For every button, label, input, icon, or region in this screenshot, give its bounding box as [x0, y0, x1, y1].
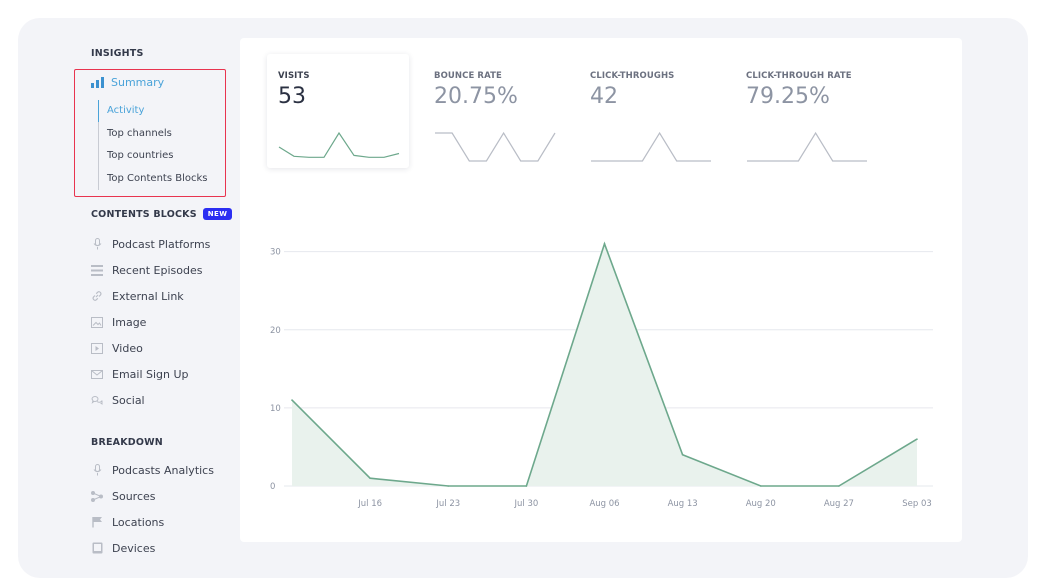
new-badge: NEW	[202, 208, 233, 220]
stat-value: 20.75%	[434, 84, 518, 109]
stat-title: CLICK-THROUGHS	[590, 71, 675, 81]
data-point	[447, 485, 450, 487]
stat-bounce-rate[interactable]: BOUNCE RATE 20.75%	[423, 54, 565, 168]
sidebar-item-top-countries[interactable]: Top countries	[107, 150, 174, 161]
sidebar-item-podcasts-analytics[interactable]: Podcasts Analytics	[91, 462, 214, 478]
sidebar-item-external-link[interactable]: External Link	[91, 288, 184, 304]
sidebar-item-label: Summary	[111, 75, 165, 89]
sidebar-item-label: Social	[112, 393, 145, 407]
sidebar-item-top-channels[interactable]: Top channels	[107, 127, 172, 139]
data-point	[916, 438, 918, 440]
image-icon	[91, 316, 103, 328]
app-frame: INSIGHTS Summary Activity Top channels T…	[18, 18, 1028, 578]
sidebar-item-recent-episodes[interactable]: Recent Episodes	[91, 262, 202, 278]
area-fill	[292, 243, 917, 486]
sidebar-item-email-sign-up[interactable]: Email Sign Up	[91, 366, 189, 382]
data-point	[759, 485, 762, 487]
contents-blocks-section-title: CONTENTS BLOCKS NEW	[91, 208, 233, 220]
sidebar: INSIGHTS Summary Activity Top channels T…	[18, 18, 258, 578]
highlight-box	[74, 69, 226, 197]
sparkline-bounce-rate	[435, 131, 556, 162]
x-tick-label: Aug 27	[824, 499, 854, 509]
sparkline-path	[747, 131, 867, 162]
sidebar-item-devices[interactable]: Devices	[91, 540, 155, 556]
data-point	[838, 485, 840, 487]
bar-chart-icon	[91, 76, 104, 88]
sidebar-item-summary[interactable]: Summary	[91, 74, 164, 90]
sidebar-item-sources[interactable]: Sources	[91, 488, 156, 504]
sidebar-item-label: Image	[112, 315, 147, 329]
sidebar-item-label: Recent Episodes	[112, 263, 203, 277]
sidebar-item-label: Devices	[112, 541, 156, 555]
stat-click-through-rate[interactable]: CLICK-THROUGH RATE 79.25%	[735, 54, 877, 168]
stat-title: CLICK-THROUGH RATE	[746, 71, 852, 81]
x-tick-label: Jul 30	[513, 499, 538, 509]
flag-icon	[91, 516, 103, 528]
sidebar-item-top-contents-blocks[interactable]: Top Contents Blocks	[107, 172, 208, 184]
mail-icon	[91, 368, 103, 380]
sparkline-click-throughs	[591, 131, 711, 162]
stat-value: 42	[590, 84, 618, 109]
microphone-icon	[91, 238, 103, 250]
data-point	[369, 477, 371, 479]
device-icon	[91, 542, 103, 554]
sparkline-click-through-rate	[747, 131, 867, 162]
sidebar-item-label: Podcasts Analytics	[112, 463, 214, 477]
y-tick-label: 30	[270, 248, 281, 258]
stat-value: 79.25%	[746, 84, 830, 109]
x-tick-label: Sep 03	[902, 499, 932, 509]
sources-icon	[91, 490, 103, 502]
data-point	[681, 453, 684, 456]
breakdown-section-title: BREAKDOWN	[91, 437, 163, 448]
sidebar-item-image[interactable]: Image	[91, 314, 146, 330]
stat-click-throughs[interactable]: CLICK-THROUGHS 42	[579, 54, 721, 168]
activity-chart: 0 10 20 30 Jul 16 Jul 23 Jul 30 Aug 06 Aug 13 Aug…	[270, 241, 933, 509]
sidebar-item-label: Email Sign Up	[112, 367, 189, 381]
sparkline-visits	[278, 131, 400, 158]
sidebar-item-label: External Link	[112, 289, 184, 303]
y-tick-label: 10	[270, 404, 281, 414]
sidebar-item-label: Sources	[112, 489, 156, 503]
sidebar-item-label: Podcast Platforms	[112, 237, 211, 251]
x-tick-label: Aug 20	[746, 499, 776, 509]
stat-value: 53	[278, 84, 306, 109]
sidebar-item-podcast-platforms[interactable]: Podcast Platforms	[91, 236, 210, 252]
x-tick-label: Aug 13	[668, 499, 698, 509]
sidebar-item-video[interactable]: Video	[91, 340, 143, 356]
insights-section-title: INSIGHTS	[91, 48, 144, 59]
x-tick-label: Jul 23	[435, 499, 460, 509]
sparkline-path	[278, 131, 400, 158]
stat-title: VISITS	[278, 71, 310, 81]
video-icon	[91, 342, 103, 354]
data-point	[291, 399, 293, 401]
link-icon	[91, 290, 103, 302]
stat-visits[interactable]: VISITS 53	[267, 54, 409, 168]
data-point	[525, 485, 528, 487]
sidebar-item-label: Locations	[112, 515, 165, 529]
sidebar-item-locations[interactable]: Locations	[91, 514, 164, 530]
summary-sub-list: Activity Top channels Top countries Top …	[97, 100, 208, 190]
sidebar-item-label: Video	[112, 341, 143, 355]
social-icon	[91, 394, 103, 406]
x-tick-label: Aug 06	[589, 499, 619, 509]
sidebar-item-social[interactable]: Social	[91, 392, 145, 408]
y-tick-label: 20	[270, 326, 281, 336]
stat-title: BOUNCE RATE	[434, 71, 502, 81]
summary-card: VISITS 53 BOUNCE RATE 20.75% CLICK-THROU…	[240, 38, 962, 542]
microphone-icon	[91, 464, 103, 476]
contents-blocks-title: CONTENTS BLOCKS	[91, 209, 197, 220]
x-tick-label: Jul 16	[357, 499, 382, 509]
sparkline-path	[591, 131, 711, 162]
sparkline-path	[435, 131, 556, 162]
y-tick-label: 0	[270, 482, 275, 492]
data-point	[603, 243, 606, 245]
sidebar-item-activity[interactable]: Activity	[97, 100, 207, 123]
list-icon	[91, 264, 103, 276]
